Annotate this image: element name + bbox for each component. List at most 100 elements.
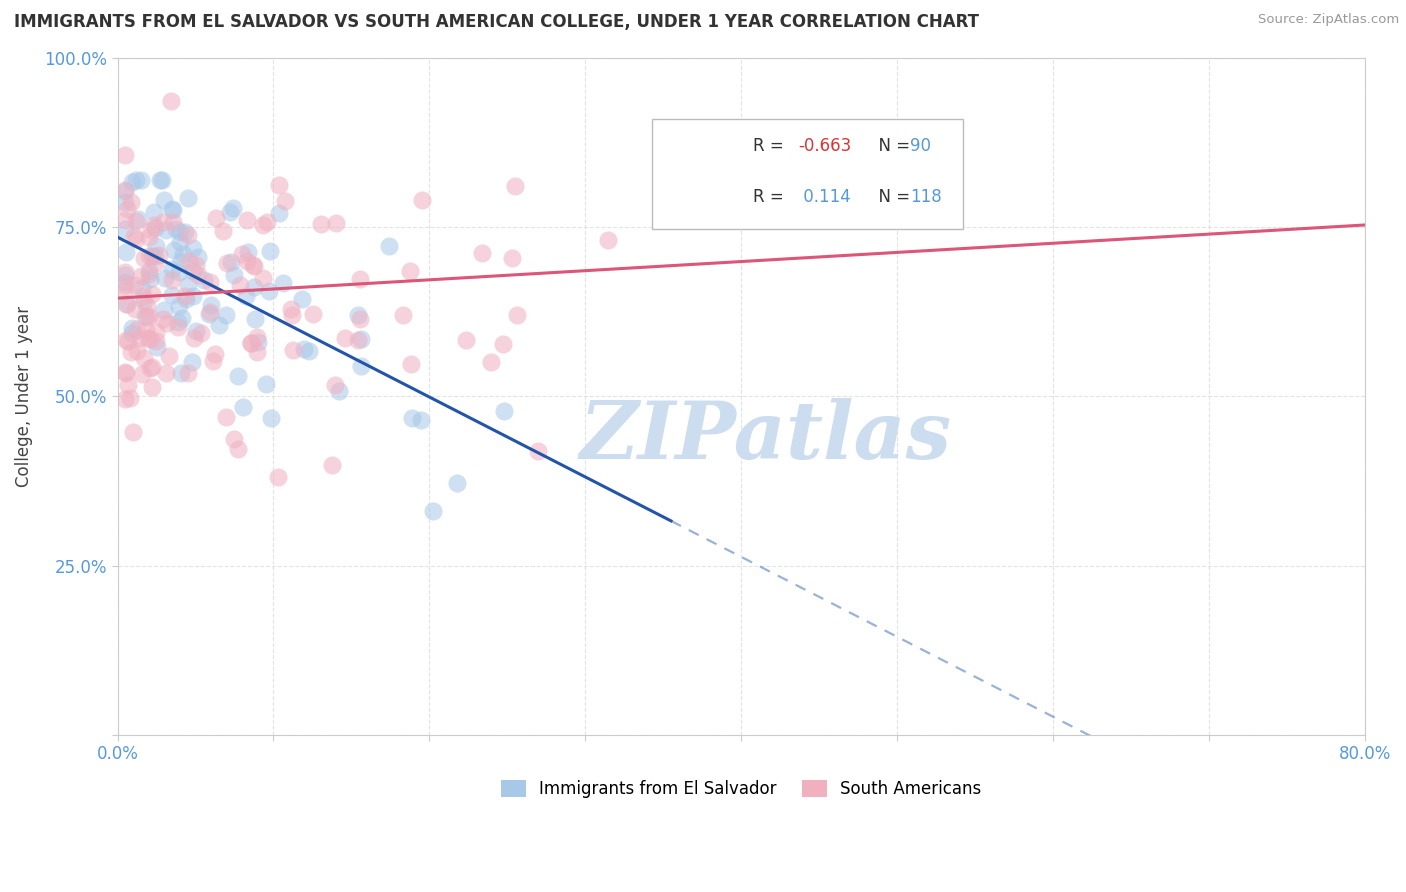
Point (243, 260, 266, 274)
Point (142, 205, 165, 219)
Point (243, 311, 266, 326)
Point (226, 442, 249, 457)
Point (132, 289, 155, 303)
Y-axis label: College, Under 1 year: College, Under 1 year (15, 306, 32, 487)
Point (260, 411, 283, 425)
Point (169, 226, 191, 240)
Point (143, 219, 166, 233)
Point (232, 400, 254, 414)
Point (131, 367, 153, 381)
Point (215, 409, 238, 424)
Point (152, 193, 174, 207)
Point (143, 220, 166, 235)
Point (401, 410, 423, 425)
Point (350, 359, 373, 374)
Point (121, 320, 143, 334)
Point (269, 178, 291, 193)
Text: 90: 90 (910, 137, 931, 155)
Point (125, 232, 148, 246)
Point (134, 309, 156, 323)
Point (328, 384, 350, 398)
Point (155, 366, 177, 380)
Point (229, 277, 252, 292)
Point (200, 297, 222, 311)
Point (162, 215, 184, 229)
Point (160, 262, 183, 277)
Point (254, 377, 277, 392)
Point (114, 365, 136, 379)
Point (187, 250, 209, 264)
Point (114, 392, 136, 406)
Point (170, 253, 193, 268)
Point (132, 293, 155, 308)
Point (174, 292, 197, 306)
Point (127, 212, 149, 227)
Point (141, 287, 163, 301)
Point (399, 357, 422, 371)
Point (169, 235, 191, 249)
Point (129, 172, 152, 186)
Point (527, 444, 550, 458)
Point (291, 292, 314, 306)
Point (218, 205, 240, 219)
Point (150, 172, 173, 186)
Point (204, 347, 226, 361)
Point (121, 175, 143, 189)
Point (205, 211, 228, 225)
Point (145, 239, 167, 253)
Point (392, 309, 415, 323)
Point (347, 333, 370, 347)
Point (346, 308, 368, 322)
Point (124, 214, 146, 228)
Point (252, 219, 274, 233)
Point (193, 273, 215, 287)
Point (257, 284, 280, 298)
Point (321, 458, 343, 472)
Point (217, 256, 239, 270)
Point (221, 255, 243, 269)
Point (222, 201, 245, 215)
Text: N =: N = (868, 137, 915, 155)
Point (117, 297, 139, 311)
Point (120, 345, 142, 359)
Point (146, 340, 169, 354)
Point (212, 223, 235, 237)
Point (503, 178, 526, 193)
Point (114, 265, 136, 279)
Point (333, 331, 356, 345)
Point (141, 248, 163, 262)
Point (501, 251, 523, 265)
Point (138, 230, 160, 244)
Point (280, 302, 302, 317)
Point (136, 299, 159, 313)
Point (325, 216, 347, 230)
Point (323, 377, 346, 392)
Point (156, 317, 179, 331)
Point (411, 413, 433, 427)
Point (153, 271, 176, 285)
Point (114, 148, 136, 162)
Point (139, 360, 162, 375)
Point (245, 345, 267, 359)
Point (145, 334, 167, 348)
Point (114, 367, 136, 381)
Point (125, 343, 148, 358)
Point (134, 251, 156, 265)
Point (114, 284, 136, 298)
Point (163, 243, 186, 257)
Point (143, 248, 166, 262)
Point (349, 332, 371, 346)
Point (236, 253, 259, 268)
Point (292, 342, 315, 356)
Point (231, 247, 253, 261)
Point (129, 268, 152, 283)
Point (222, 268, 245, 283)
Point (152, 312, 174, 326)
Point (138, 267, 160, 281)
Text: ZIPatlas: ZIPatlas (581, 398, 952, 475)
Point (131, 281, 153, 295)
Point (114, 268, 136, 282)
Point (169, 366, 191, 380)
Point (125, 321, 148, 335)
Point (271, 277, 294, 291)
